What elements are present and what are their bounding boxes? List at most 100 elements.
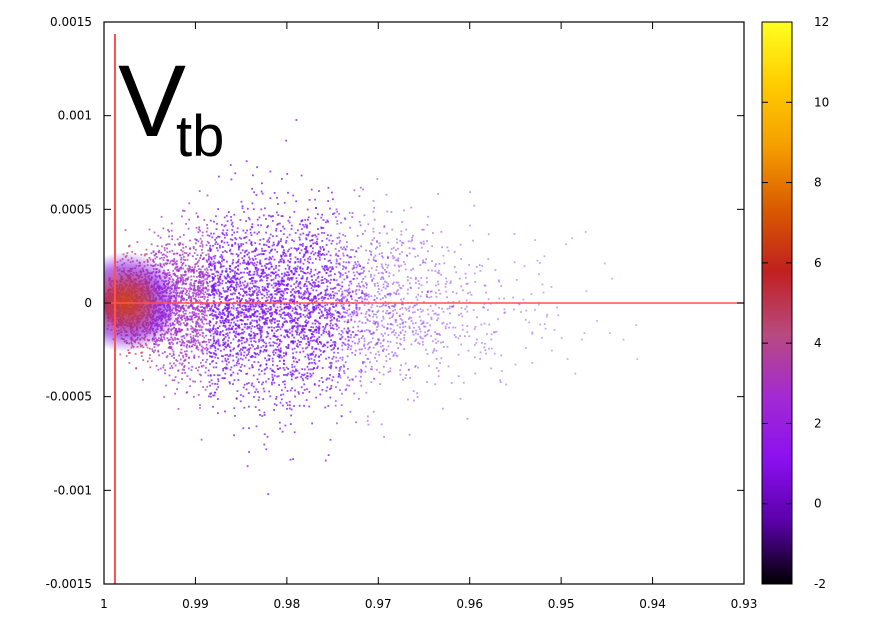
data-point bbox=[253, 340, 256, 342]
data-point bbox=[213, 294, 216, 297]
data-point bbox=[420, 242, 423, 245]
data-point bbox=[283, 374, 285, 376]
data-point bbox=[226, 275, 229, 278]
data-point bbox=[284, 386, 287, 389]
data-point bbox=[244, 267, 246, 270]
data-point bbox=[289, 277, 291, 280]
data-point bbox=[233, 347, 235, 350]
data-point bbox=[356, 285, 358, 288]
data-point bbox=[364, 230, 367, 232]
data-point bbox=[253, 334, 256, 337]
data-point bbox=[285, 319, 288, 322]
data-point bbox=[460, 258, 463, 260]
data-point bbox=[382, 278, 385, 280]
data-point bbox=[377, 309, 380, 312]
data-point bbox=[372, 227, 375, 230]
data-point bbox=[306, 314, 308, 317]
data-point bbox=[235, 266, 237, 268]
data-point bbox=[260, 268, 263, 271]
data-point bbox=[151, 348, 154, 351]
data-point bbox=[285, 402, 288, 404]
data-point bbox=[245, 290, 248, 293]
data-point bbox=[226, 220, 229, 223]
data-point bbox=[273, 335, 276, 338]
data-point bbox=[202, 290, 204, 292]
data-point bbox=[327, 309, 330, 312]
data-point bbox=[316, 341, 318, 343]
data-point bbox=[240, 299, 242, 301]
data-point bbox=[227, 312, 229, 315]
data-point bbox=[164, 249, 166, 252]
data-point bbox=[291, 271, 293, 274]
data-point bbox=[481, 265, 484, 267]
data-point bbox=[429, 324, 431, 327]
data-point bbox=[226, 306, 228, 309]
data-point bbox=[223, 291, 226, 293]
data-point bbox=[217, 277, 220, 280]
data-point bbox=[370, 332, 373, 335]
data-point bbox=[377, 350, 380, 353]
data-point bbox=[409, 277, 412, 279]
data-point bbox=[336, 220, 339, 222]
data-point bbox=[513, 308, 515, 311]
data-point bbox=[245, 338, 248, 340]
data-point bbox=[154, 349, 156, 352]
data-point bbox=[335, 386, 337, 388]
data-point bbox=[346, 355, 349, 358]
data-point bbox=[210, 257, 213, 259]
data-point bbox=[232, 383, 234, 385]
data-point bbox=[258, 338, 260, 341]
data-point bbox=[287, 347, 290, 349]
data-point bbox=[276, 223, 279, 226]
data-point bbox=[173, 272, 176, 275]
data-point bbox=[240, 271, 243, 274]
data-point bbox=[217, 308, 220, 311]
data-point bbox=[278, 360, 281, 362]
data-point bbox=[260, 208, 263, 211]
data-point bbox=[404, 321, 407, 323]
data-point bbox=[352, 313, 355, 316]
data-point bbox=[173, 323, 176, 326]
data-point bbox=[394, 332, 397, 334]
data-point bbox=[342, 233, 344, 236]
data-point bbox=[270, 294, 273, 296]
data-point bbox=[280, 394, 282, 396]
data-point bbox=[349, 291, 351, 294]
data-point bbox=[187, 276, 190, 279]
data-point bbox=[379, 345, 382, 348]
data-point bbox=[437, 375, 440, 378]
data-point bbox=[356, 271, 359, 274]
data-point bbox=[178, 287, 181, 289]
data-point bbox=[435, 291, 437, 294]
data-point bbox=[300, 249, 303, 252]
data-point bbox=[224, 224, 227, 227]
data-point bbox=[268, 308, 271, 311]
data-point bbox=[204, 388, 207, 391]
data-point bbox=[538, 262, 541, 264]
data-point bbox=[404, 377, 407, 379]
data-point bbox=[160, 251, 163, 254]
data-point bbox=[257, 304, 260, 307]
data-point bbox=[352, 267, 355, 269]
data-point bbox=[417, 366, 419, 369]
data-point bbox=[302, 314, 305, 316]
data-point bbox=[176, 338, 179, 340]
data-point bbox=[337, 299, 340, 301]
data-point bbox=[264, 357, 266, 360]
data-point bbox=[272, 379, 274, 382]
data-point bbox=[430, 316, 433, 319]
data-point bbox=[314, 268, 317, 271]
data-point bbox=[282, 225, 284, 228]
data-point bbox=[182, 297, 185, 300]
data-point bbox=[219, 244, 221, 247]
data-point bbox=[276, 299, 278, 302]
data-point bbox=[235, 317, 238, 319]
data-point bbox=[269, 344, 272, 347]
data-point bbox=[346, 245, 348, 248]
data-point bbox=[302, 392, 304, 394]
data-point bbox=[301, 267, 304, 270]
data-point bbox=[230, 342, 232, 344]
data-point bbox=[205, 349, 208, 352]
data-point bbox=[315, 304, 318, 307]
data-point bbox=[343, 278, 346, 281]
